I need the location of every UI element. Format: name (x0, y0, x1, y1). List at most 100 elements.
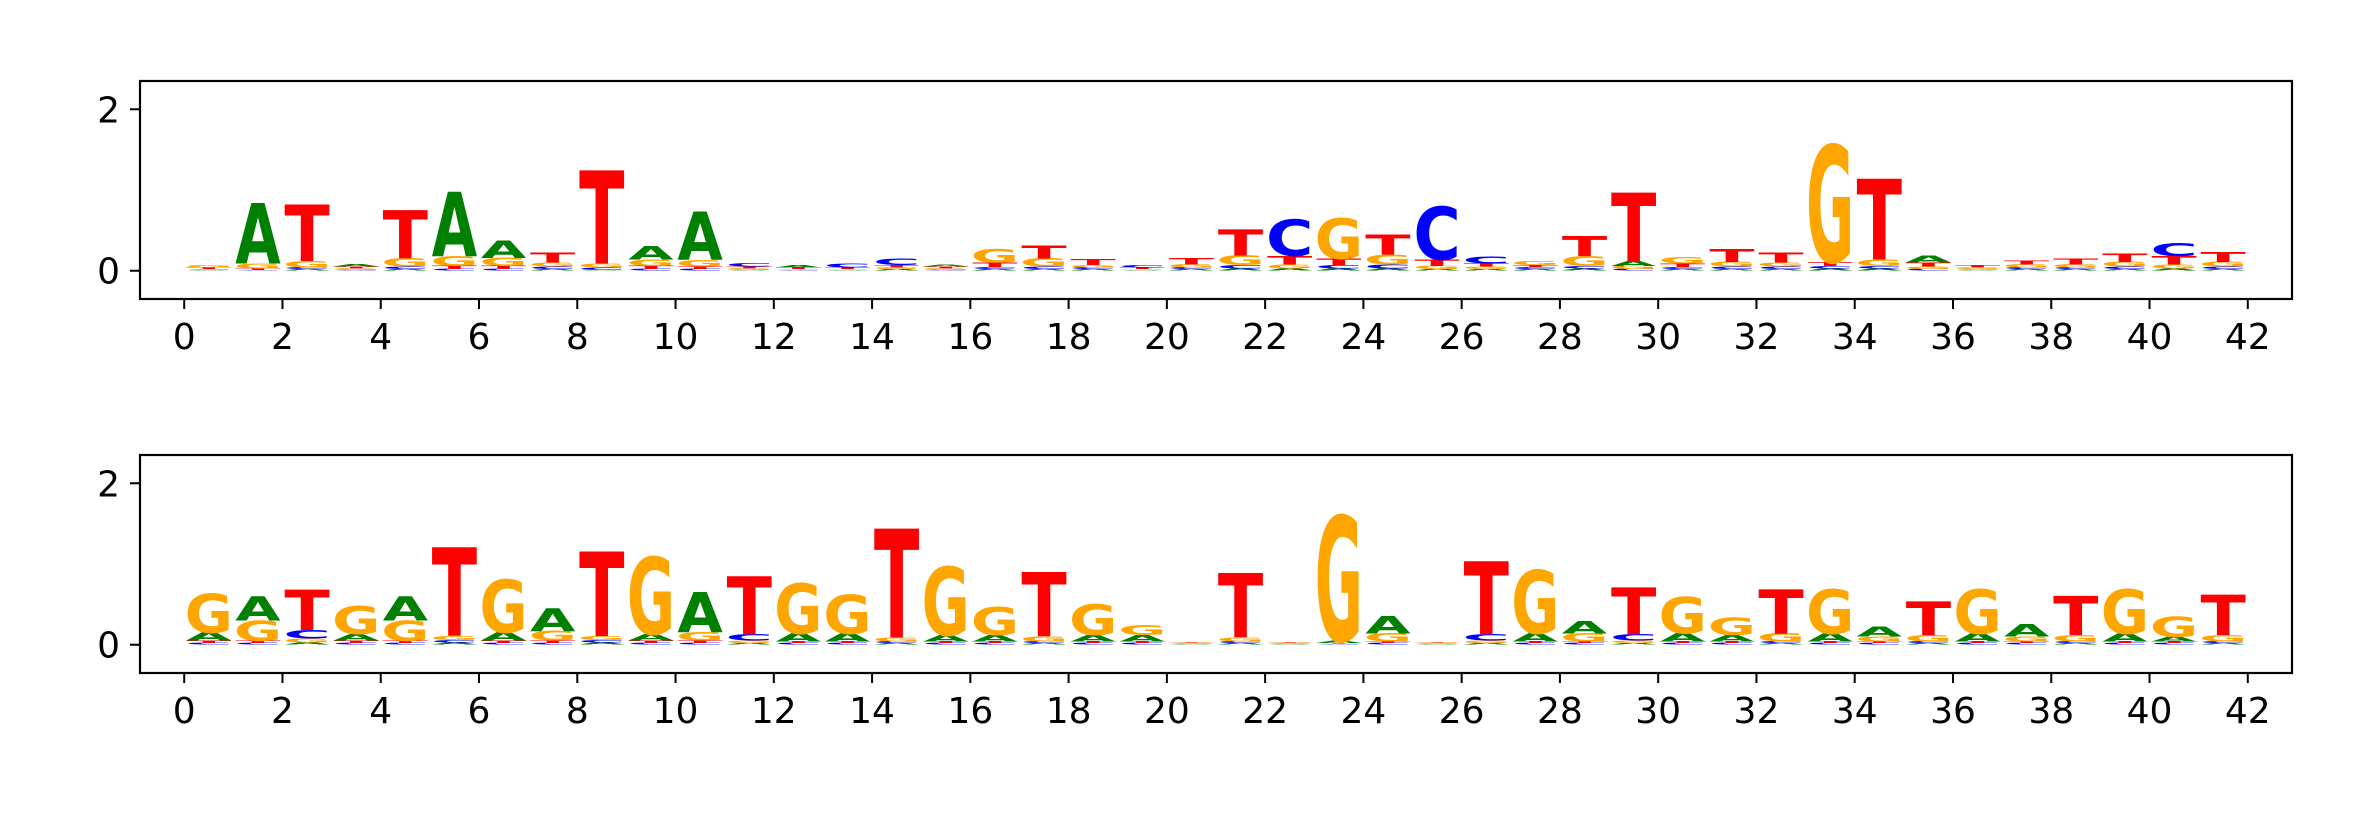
logo-letter-C: C (283, 628, 330, 641)
x-tick-label: 10 (653, 691, 699, 732)
logo-letter-T: T (628, 265, 673, 270)
logo-letter-C: C (2200, 266, 2247, 270)
logo-letter-A: A (1709, 269, 1754, 272)
logo-letter-G: G (1216, 636, 1264, 642)
logo-letter-C: C (775, 270, 822, 271)
logo-letter-G: G (283, 637, 331, 643)
y-tick-label: 0 (97, 252, 120, 293)
logo-letter-C: C (2150, 240, 2197, 261)
logo-letter-G: G (1413, 265, 1461, 270)
logo-letter-C: C (1413, 194, 1460, 277)
logo-letter-C: C (1806, 265, 1853, 269)
logo-letter-G: G (381, 256, 429, 269)
logo-letter-C: C (2101, 266, 2148, 270)
logo-letter-A: A (727, 643, 772, 646)
logo-letter-C: C (1119, 264, 1166, 268)
logo-letter-G: G (774, 269, 822, 270)
logo-letter-T: T (284, 190, 329, 280)
logo-letter-A: A (2200, 269, 2245, 272)
logo-letter-A: A (1070, 633, 1116, 643)
logo-letter-G: G (2101, 261, 2149, 269)
logo-letter-G: G (185, 264, 233, 268)
x-tick-label: 20 (1144, 691, 1190, 732)
logo-letter-G: G (283, 259, 331, 269)
x-tick-label: 42 (2225, 691, 2271, 732)
logo-letter-T: T (628, 640, 673, 644)
logo-letter-C: C (1610, 632, 1657, 642)
logo-letter-A: A (481, 235, 527, 264)
logo-letter-C: C (332, 270, 379, 271)
x-tick-label: 40 (2127, 317, 2173, 358)
y-tick-label: 2 (97, 90, 120, 131)
logo-letter-C: C (1463, 254, 1510, 266)
logo-letter-G: G (1855, 258, 1903, 268)
logo-letter-G: G (1953, 267, 2001, 270)
logo-letter-A: A (825, 270, 870, 271)
x-tick-label: 10 (653, 317, 699, 358)
logo-letter-T: T (874, 501, 919, 674)
logo-letter-A: A (579, 642, 624, 646)
logo-letter-C: C (431, 639, 478, 643)
logo-letter-C: C (1561, 265, 1608, 269)
logo-letter-A: A (1316, 268, 1361, 272)
logo-letter-T: T (2053, 587, 2098, 649)
logo-letter-G: G (185, 584, 233, 646)
logo-letter-T: T (1513, 641, 1558, 644)
logo-letter-C: C (1119, 643, 1166, 646)
logo-letter-G: G (332, 268, 380, 271)
logo-letter-A: A (923, 633, 969, 643)
logo-letter-T: T (776, 641, 821, 644)
logo-letter-G: G (332, 598, 380, 643)
logo-letter-T: T (1709, 641, 1754, 644)
logo-letter-T: T (1316, 643, 1361, 644)
logo-letter-T: T (1758, 251, 1804, 266)
logo-letter-C: C (2003, 267, 2050, 270)
x-tick-label: 34 (1832, 317, 1878, 358)
x-tick-label: 32 (1734, 691, 1780, 732)
logo-letter-A: A (1218, 643, 1263, 646)
logo-letter-C: C (1512, 643, 1559, 646)
logo-letter-C: C (726, 632, 773, 642)
logo-letter-C: C (578, 267, 625, 271)
x-tick-label: 36 (1930, 691, 1976, 732)
logo-letter-C: C (2101, 643, 2148, 646)
x-tick-label: 20 (1144, 317, 1190, 358)
logo-letter-G: G (823, 269, 871, 270)
logo-letter-C: C (1168, 267, 1215, 270)
logo-letter-C: C (1266, 643, 1313, 644)
logo-letter-C: C (431, 269, 478, 272)
logo-letter-C: C (627, 643, 674, 646)
logo-letter-T: T (1660, 262, 1705, 268)
logo-letter-T: T (1807, 641, 1852, 644)
logo-letter-A: A (383, 269, 428, 272)
logo-letter-A: A (333, 632, 379, 642)
logo-letter-C: C (2052, 267, 2099, 270)
logo-letter-C: C (1659, 267, 1706, 270)
logo-letter-T: T (923, 266, 968, 269)
logo-letter-T: T (825, 641, 870, 644)
logo-letter-G: G (1806, 114, 1854, 300)
logo-letter-T: T (2201, 584, 2247, 648)
logo-letter-C: C (332, 643, 379, 646)
logo-letter-C: C (1020, 266, 1067, 270)
logo-letter-G: G (971, 246, 1019, 268)
logo-letter-T: T (1071, 258, 1117, 267)
logo-letter-C: C (824, 262, 871, 269)
logo-letter-A: A (972, 633, 1018, 643)
logo-letter-C: C (1168, 643, 1215, 644)
x-tick-label: 6 (468, 317, 491, 358)
logo-letter-C: C (578, 639, 625, 643)
logo-letter-T: T (481, 265, 526, 270)
logo-letter-T: T (432, 265, 477, 270)
logo-letter-T: T (2004, 259, 2049, 265)
x-tick-label: 22 (1242, 317, 1288, 358)
logo-letter-T: T (972, 261, 1017, 269)
logo-letter-T: T (235, 268, 280, 271)
logo-letter-G: G (1364, 631, 1412, 644)
logo-letter-G: G (1315, 483, 1363, 682)
y-tick-label: 2 (97, 464, 120, 505)
x-tick-label: 12 (751, 691, 797, 732)
logo-letter-T: T (1758, 578, 1804, 649)
logo-letter-T: T (1021, 555, 1066, 658)
logo-letter-G: G (1315, 208, 1363, 272)
